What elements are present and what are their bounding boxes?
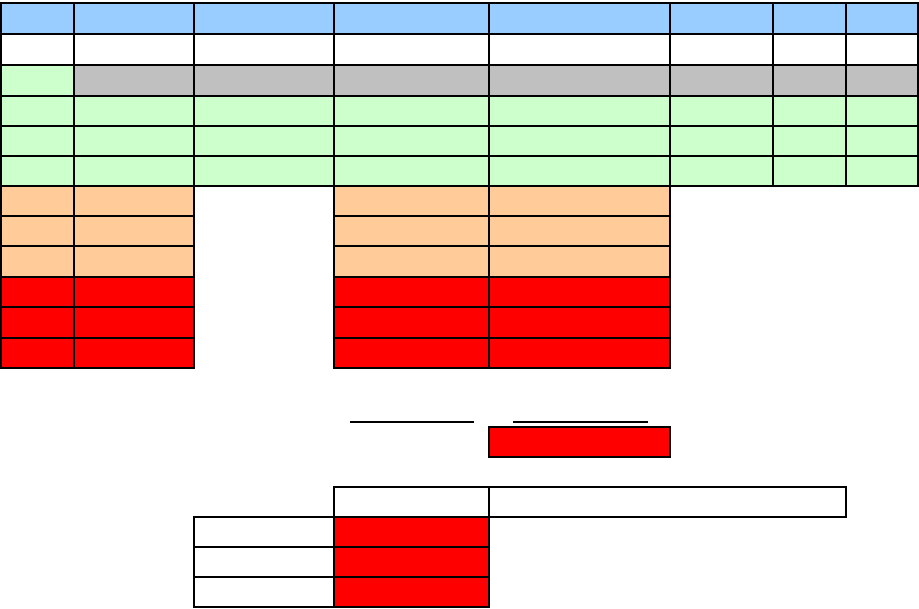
- sheet-cell-r8-c2[interactable]: [73, 215, 195, 247]
- sheet-cell-r6-c3[interactable]: [193, 155, 335, 187]
- lower-row-label-3[interactable]: [193, 576, 335, 608]
- sheet-cell-r3-c2[interactable]: [73, 64, 195, 97]
- sheet-cell-r6-c6[interactable]: [669, 155, 774, 187]
- sheet-cell-r2-c5[interactable]: [488, 33, 671, 66]
- sheet-cell-r5-c5[interactable]: [488, 125, 671, 157]
- sheet-cell-r6-c5[interactable]: [488, 155, 671, 187]
- sheet-cell-r4-c7[interactable]: [772, 95, 847, 127]
- sheet-cell-r3-c4[interactable]: [333, 64, 490, 97]
- sheet-cell-r7-c1[interactable]: [0, 185, 75, 217]
- sheet-cell-r3-c8[interactable]: [845, 64, 919, 97]
- sheet-cell-r10-c2[interactable]: [73, 276, 195, 308]
- sheet-cell-r5-c1[interactable]: [0, 125, 75, 157]
- lower-header-cell-2[interactable]: [488, 486, 847, 518]
- sheet-cell-r9-c5[interactable]: [488, 245, 671, 278]
- lower-row-label-1[interactable]: [193, 516, 335, 548]
- sheet-cell-r4-c2[interactable]: [73, 95, 195, 127]
- sheet-cell-r2-c3[interactable]: [193, 33, 335, 66]
- sheet-cell-r11-c2[interactable]: [73, 306, 195, 339]
- sheet-cell-r12-c1[interactable]: [0, 337, 75, 369]
- sheet-cell-r3-c5[interactable]: [488, 64, 671, 97]
- lower-row-value-2[interactable]: [333, 546, 490, 578]
- sheet-cell-r7-c5[interactable]: [488, 185, 671, 217]
- summary-underline-1: [350, 421, 474, 423]
- sheet-cell-r1-c4[interactable]: [333, 2, 490, 35]
- lower-header-cell-1[interactable]: [333, 486, 490, 518]
- sheet-cell-r9-c2[interactable]: [73, 245, 195, 278]
- sheet-cell-r10-c5[interactable]: [488, 276, 671, 308]
- sheet-cell-r12-c4[interactable]: [333, 337, 490, 369]
- sheet-cell-r7-c2[interactable]: [73, 185, 195, 217]
- sheet-cell-r2-c8[interactable]: [845, 33, 919, 66]
- sheet-cell-r9-c4[interactable]: [333, 245, 490, 278]
- lower-row-label-2[interactable]: [193, 546, 335, 578]
- sheet-cell-r2-c1[interactable]: [0, 33, 75, 66]
- sheet-cell-r5-c8[interactable]: [845, 125, 919, 157]
- sheet-cell-r5-c4[interactable]: [333, 125, 490, 157]
- sheet-cell-r10-c4[interactable]: [333, 276, 490, 308]
- summary-underline-2: [513, 421, 648, 423]
- summary-result-cell[interactable]: [488, 426, 671, 458]
- sheet-cell-r7-c4[interactable]: [333, 185, 490, 217]
- sheet-cell-r5-c2[interactable]: [73, 125, 195, 157]
- sheet-cell-r1-c3[interactable]: [193, 2, 335, 35]
- lower-row-value-3[interactable]: [333, 576, 490, 608]
- sheet-cell-r11-c1[interactable]: [0, 306, 75, 339]
- sheet-cell-r6-c1[interactable]: [0, 155, 75, 187]
- sheet-cell-r3-c7[interactable]: [772, 64, 847, 97]
- sheet-cell-r6-c8[interactable]: [845, 155, 919, 187]
- sheet-cell-r3-c6[interactable]: [669, 64, 774, 97]
- sheet-cell-r1-c8[interactable]: [845, 2, 919, 35]
- lower-row-value-1[interactable]: [333, 516, 490, 548]
- sheet-cell-r8-c1[interactable]: [0, 215, 75, 247]
- sheet-cell-r2-c4[interactable]: [333, 33, 490, 66]
- sheet-cell-r4-c6[interactable]: [669, 95, 774, 127]
- sheet-cell-r5-c3[interactable]: [193, 125, 335, 157]
- sheet-cell-r4-c8[interactable]: [845, 95, 919, 127]
- sheet-cell-r11-c4[interactable]: [333, 306, 490, 339]
- sheet-cell-r6-c7[interactable]: [772, 155, 847, 187]
- sheet-cell-r1-c5[interactable]: [488, 2, 671, 35]
- sheet-cell-r1-c2[interactable]: [73, 2, 195, 35]
- sheet-cell-r8-c5[interactable]: [488, 215, 671, 247]
- sheet-cell-r12-c2[interactable]: [73, 337, 195, 369]
- sheet-cell-r6-c2[interactable]: [73, 155, 195, 187]
- sheet-cell-r1-c7[interactable]: [772, 2, 847, 35]
- sheet-cell-r3-c1[interactable]: [0, 64, 75, 97]
- sheet-cell-r12-c5[interactable]: [488, 337, 671, 369]
- sheet-cell-r4-c3[interactable]: [193, 95, 335, 127]
- sheet-cell-r8-c4[interactable]: [333, 215, 490, 247]
- sheet-cell-r4-c5[interactable]: [488, 95, 671, 127]
- sheet-cell-r1-c6[interactable]: [669, 2, 774, 35]
- sheet-cell-r11-c5[interactable]: [488, 306, 671, 339]
- sheet-cell-r4-c4[interactable]: [333, 95, 490, 127]
- sheet-cell-r3-c3[interactable]: [193, 64, 335, 97]
- sheet-cell-r2-c7[interactable]: [772, 33, 847, 66]
- sheet-cell-r9-c1[interactable]: [0, 245, 75, 278]
- sheet-cell-r6-c4[interactable]: [333, 155, 490, 187]
- sheet-cell-r2-c6[interactable]: [669, 33, 774, 66]
- sheet-cell-r5-c6[interactable]: [669, 125, 774, 157]
- sheet-cell-r1-c1[interactable]: [0, 2, 75, 35]
- sheet-cell-r10-c1[interactable]: [0, 276, 75, 308]
- sheet-cell-r2-c2[interactable]: [73, 33, 195, 66]
- sheet-cell-r5-c7[interactable]: [772, 125, 847, 157]
- sheet-cell-r4-c1[interactable]: [0, 95, 75, 127]
